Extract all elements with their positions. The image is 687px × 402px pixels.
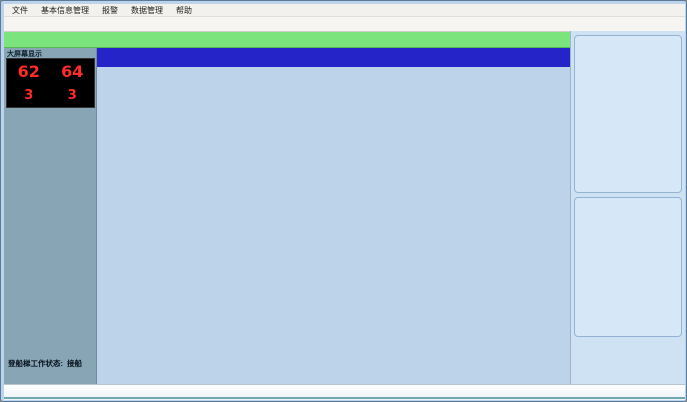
status-bar <box>4 384 685 400</box>
gangway-status-value: 接船 <box>67 359 82 368</box>
menu-item-2[interactable]: 报警 <box>102 5 118 15</box>
gangway-status-label: 登船梯工作状态: <box>8 359 63 368</box>
menu-item-3[interactable]: 数据管理 <box>131 5 163 15</box>
monitor-area <box>97 48 570 384</box>
right-panel <box>570 31 685 391</box>
menu-item-1[interactable]: 基本信息管理 <box>41 5 89 15</box>
atmosphere-group <box>574 35 682 193</box>
large-screen-display: 62 64 3 3 <box>6 58 95 108</box>
display-distance-b: 64 <box>61 61 84 81</box>
menu-bar: 文件 基本信息管理 报警 数据管理 帮助 <box>4 4 685 17</box>
ship-info-bar <box>4 32 570 48</box>
toolbar <box>4 17 685 32</box>
menu-item-4[interactable]: 帮助 <box>176 5 192 15</box>
left-panel-title: 大屏幕显示 <box>7 51 42 58</box>
gangway-status: 登船梯工作状态: 接船 <box>4 355 97 369</box>
menu-item-0[interactable]: 文件 <box>12 5 28 15</box>
left-panel: 大屏幕显示 62 64 3 3 登船梯工作状态: 接船 <box>4 48 97 384</box>
measurement-data-row <box>97 48 570 67</box>
berthing-plot <box>97 67 570 384</box>
status-bar-accent <box>4 397 685 399</box>
ocean-group <box>574 197 682 337</box>
display-distance-a: 62 <box>17 61 40 81</box>
display-speed-b: 3 <box>67 87 77 103</box>
display-speed-a: 3 <box>24 87 34 103</box>
